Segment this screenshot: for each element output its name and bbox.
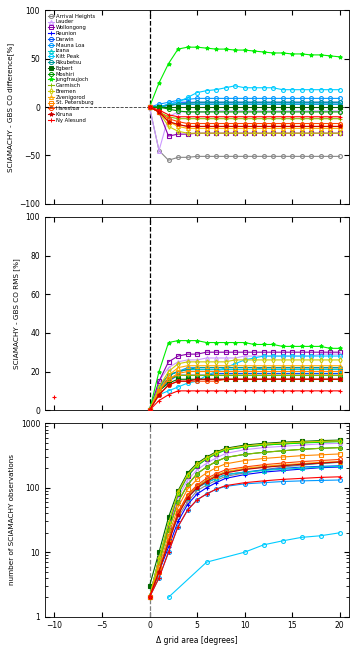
X-axis label: Δ grid area [degrees]: Δ grid area [degrees] bbox=[156, 636, 238, 645]
Y-axis label: SCIAMACHY - GBS CO RMS [%]: SCIAMACHY - GBS CO RMS [%] bbox=[13, 258, 20, 369]
Y-axis label: SCIAMACHY - GBS CO difference[%]: SCIAMACHY - GBS CO difference[%] bbox=[7, 42, 14, 171]
Legend: Arrival Heights, Lauder, Wollongong, Reunion, Darwin, Mauna Loa, Izana, Kitt Pea: Arrival Heights, Lauder, Wollongong, Reu… bbox=[48, 13, 95, 123]
Y-axis label: number of SCIAMACHY observations: number of SCIAMACHY observations bbox=[9, 454, 15, 585]
